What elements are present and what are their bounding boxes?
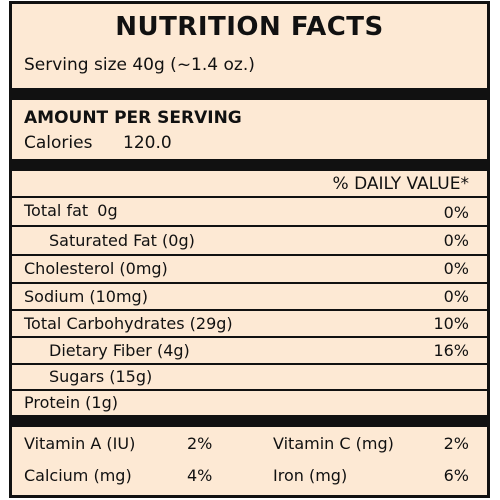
row-divider	[12, 389, 487, 391]
nutrient-name: Saturated Fat (0g)	[49, 231, 195, 250]
calcium-label: Calcium (mg)	[24, 466, 132, 485]
row-divider	[12, 336, 487, 338]
nutrient-name: Sodium (10mg)	[24, 287, 148, 306]
iron-value: 6%	[443, 466, 469, 485]
nutrient-dv: 16%	[433, 341, 469, 360]
vitamin-c-value: 2%	[443, 434, 469, 453]
thick-divider	[12, 159, 487, 171]
vitamin-c-label: Vitamin C (mg)	[273, 434, 394, 453]
nutrient-row-label: Total fat 0g	[24, 201, 118, 220]
vitamin-a-value: 2%	[187, 434, 213, 453]
calories-label: Calories	[24, 133, 93, 153]
nutrient-name: Total Carbohydrates (29g)	[24, 314, 233, 333]
iron-label: Iron (mg)	[273, 466, 348, 485]
nutrient-name: Dietary Fiber (4g)	[49, 341, 190, 360]
label-title: NUTRITION FACTS	[115, 12, 384, 42]
row-divider	[12, 196, 487, 198]
row-divider	[12, 309, 487, 311]
calcium-value: 4%	[187, 466, 213, 485]
nutrient-dv: 10%	[433, 314, 469, 333]
daily-value-header: % DAILY VALUE*	[332, 174, 469, 194]
nutrient-dv: 0%	[443, 203, 469, 222]
row-divider	[12, 225, 487, 227]
nutrient-name: Total fat	[24, 201, 89, 220]
nutrient-dv: 0%	[443, 259, 469, 278]
row-divider	[12, 254, 487, 256]
thick-divider	[12, 415, 487, 427]
vitamin-a-label: Vitamin A (IU)	[24, 434, 136, 453]
nutrient-name: Protein (1g)	[24, 393, 118, 412]
row-divider	[12, 363, 487, 365]
nutrient-amount: 0g	[97, 201, 118, 220]
row-divider	[12, 282, 487, 284]
nutrient-dv: 0%	[443, 287, 469, 306]
nutrient-dv: 0%	[443, 231, 469, 250]
nutrient-name: Cholesterol (0mg)	[24, 259, 168, 278]
amount-per-serving-heading: AMOUNT PER SERVING	[24, 108, 242, 128]
nutrient-name: Sugars (15g)	[49, 367, 153, 386]
calories-value: 120.0	[123, 133, 172, 153]
nutrition-facts-label: NUTRITION FACTS Serving size 40g (~1.4 o…	[9, 1, 490, 498]
thick-divider	[12, 88, 487, 100]
serving-size: Serving size 40g (~1.4 oz.)	[24, 55, 255, 75]
